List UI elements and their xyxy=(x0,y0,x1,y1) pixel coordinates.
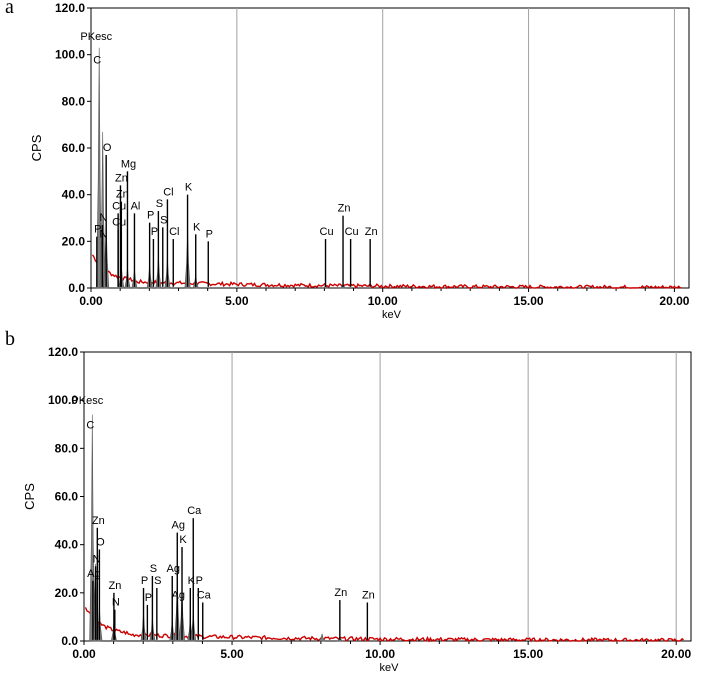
x-tick-label: 0.00 xyxy=(79,294,103,308)
y-tick-label: 120.0 xyxy=(55,1,85,15)
peak-annotation: PKesc xyxy=(80,31,112,43)
element-marker-label: O xyxy=(96,536,105,548)
element-marker-label: P xyxy=(151,226,158,238)
element-marker-label: Ag xyxy=(172,589,185,601)
y-axis-label: CPS xyxy=(29,134,44,161)
y-tick-label: 40.0 xyxy=(62,188,86,202)
panel-a-label: a xyxy=(5,0,14,18)
element-marker-label: K xyxy=(193,221,201,233)
element-marker-label: Zn xyxy=(116,189,129,201)
element-marker-label: P xyxy=(94,224,101,236)
element-marker-label: O xyxy=(103,142,112,154)
element-marker-label: N xyxy=(112,597,120,609)
eds-spectrum-chart-b: 0.00 5.00 10.00 15.00 20.00 0.0 20.0 40.0 60.0 80… xyxy=(22,345,692,674)
element-marker-label: Zn xyxy=(338,203,351,215)
y-tick-label: 80.0 xyxy=(62,94,86,108)
eds-spectrum-chart-a: 0.00 5.00 10.00 15.00 20.00 0.0 20.0 40.0 60.0 80… xyxy=(29,1,690,321)
element-marker-label: P xyxy=(141,575,148,587)
element-marker-label: S xyxy=(160,214,167,226)
peak-annotation: PKesc xyxy=(71,395,103,407)
x-tick-label: 10.00 xyxy=(368,294,398,308)
element-marker-label: Ca xyxy=(197,589,212,601)
y-tick-label: 20.0 xyxy=(62,234,86,248)
y-tick-label: 60.0 xyxy=(62,141,86,155)
x-tick-label: 15.00 xyxy=(514,294,544,308)
y-tick-label: 100.0 xyxy=(48,393,78,407)
element-marker-label: Mg xyxy=(121,158,136,170)
element-marker-label: Cl xyxy=(169,226,179,238)
element-marker-label: P xyxy=(206,228,213,240)
y-tick-label: 60.0 xyxy=(55,490,79,504)
element-marker-label: S xyxy=(154,575,161,587)
element-marker-label: Zn xyxy=(108,580,121,592)
spectrum-peak xyxy=(318,633,326,642)
panel-b-label: b xyxy=(5,328,15,350)
element-marker-label: S xyxy=(156,198,163,210)
element-marker-label: Zn xyxy=(362,589,375,601)
element-marker-label: Ag xyxy=(87,568,100,580)
element-marker-label: Cu xyxy=(320,226,334,238)
y-tick-label: 20.0 xyxy=(55,586,79,600)
element-marker-label: N xyxy=(99,228,107,240)
element-marker-label: S xyxy=(150,563,157,575)
element-marker-label: Al xyxy=(131,200,141,212)
x-tick-label: 15.00 xyxy=(513,647,543,661)
element-marker-label: P xyxy=(147,210,154,222)
element-marker-label: Cu xyxy=(112,200,126,212)
element-marker-label: Cu xyxy=(345,226,359,238)
background-trace xyxy=(84,607,684,643)
element-marker-label: N xyxy=(93,553,101,565)
y-tick-label: 120.0 xyxy=(48,345,78,359)
element-marker-label: Zn xyxy=(115,172,128,184)
x-tick-label: 20.00 xyxy=(659,294,689,308)
element-marker-label: Zn xyxy=(365,226,378,238)
element-marker-label: Ag xyxy=(172,520,185,532)
x-tick-label: 20.00 xyxy=(661,647,691,661)
element-marker-label: K xyxy=(185,182,193,194)
element-marker-label: Cl xyxy=(163,186,173,198)
element-marker-label: Zn xyxy=(92,515,105,527)
x-tick-label: 10.00 xyxy=(365,647,395,661)
element-marker-label: Ca xyxy=(187,505,202,517)
y-tick-label: 0.0 xyxy=(68,281,85,295)
element-marker-label: Cu xyxy=(112,217,126,229)
element-marker-label: N xyxy=(99,212,107,224)
y-tick-label: 0.0 xyxy=(61,634,78,648)
x-axis-label: keV xyxy=(379,662,399,674)
element-marker-label: P xyxy=(145,592,152,604)
y-tick-label: 80.0 xyxy=(55,441,79,455)
x-tick-label: 5.00 xyxy=(220,647,244,661)
plot-frame xyxy=(90,7,690,289)
peak-annotation: C xyxy=(93,54,101,66)
peak-annotation: C xyxy=(86,419,94,431)
element-marker-label: K xyxy=(179,534,187,546)
y-tick-label: 100.0 xyxy=(55,48,85,62)
y-axis-label: CPS xyxy=(22,483,37,510)
background-trace xyxy=(91,254,682,290)
element-marker-label: Zn xyxy=(334,587,347,599)
element-marker-label: K xyxy=(188,575,196,587)
y-tick-label: 40.0 xyxy=(55,538,79,552)
x-tick-label: 0.00 xyxy=(72,647,96,661)
element-marker-label: P xyxy=(196,575,203,587)
x-axis-label: keV xyxy=(382,309,402,321)
x-tick-label: 5.00 xyxy=(225,294,249,308)
